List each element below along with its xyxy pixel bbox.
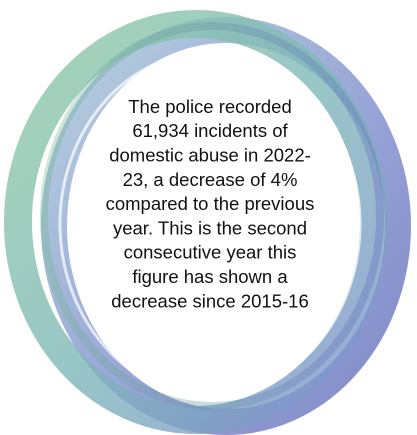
ring-highlight — [58, 50, 362, 398]
text-line: consecutive year this — [124, 242, 297, 263]
text-line: year. This is the second — [113, 217, 307, 238]
text-line: compared to the previous — [106, 193, 315, 214]
text-line: The police recorded — [128, 96, 292, 117]
text-line: figure has shown a — [132, 266, 288, 287]
rings — [4, 10, 411, 435]
text-line: 23, a decrease of 4% — [123, 169, 298, 190]
text-line: 61,934 incidents of — [132, 120, 288, 141]
text-block: The police recorded 61,934 incidents of do… — [106, 96, 315, 311]
ring-inner — [40, 22, 384, 410]
text-line: decrease since 2015-16 — [111, 290, 308, 311]
text-line: domestic abuse in 2022- — [109, 144, 311, 165]
